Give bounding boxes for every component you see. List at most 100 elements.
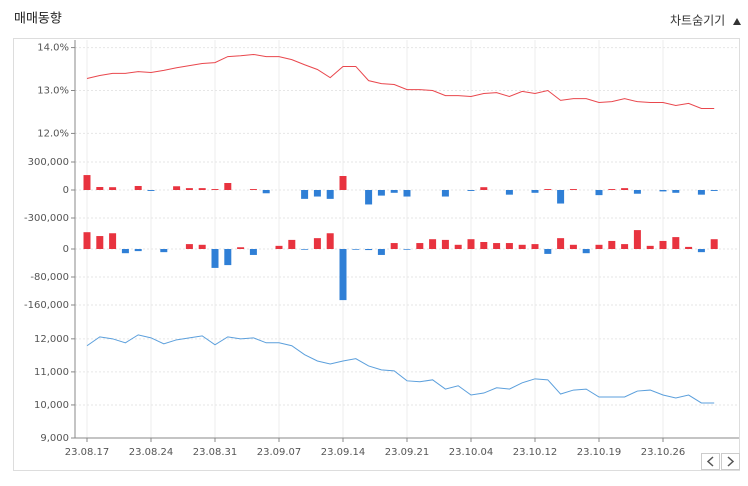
bar	[633, 190, 641, 194]
y-tick-label: -160,000	[24, 300, 69, 311]
bar	[211, 249, 219, 268]
bar	[582, 249, 590, 254]
x-tick-label: 23.10.12	[513, 447, 558, 458]
x-tick-label: 23.09.21	[385, 447, 430, 458]
y-tick-label: 0	[63, 185, 69, 196]
bar	[313, 238, 321, 249]
bar	[659, 190, 667, 192]
x-tick-label: 23.10.04	[449, 447, 494, 458]
bar	[377, 249, 385, 255]
bar	[160, 249, 168, 253]
bar	[288, 239, 296, 249]
y-tick-label: 10,000	[34, 400, 69, 411]
bar	[185, 188, 193, 190]
bar	[557, 190, 565, 204]
bar	[121, 249, 129, 254]
bar	[672, 190, 680, 193]
y-tick-label: 300,000	[28, 157, 69, 168]
y-tick-label: -80,000	[30, 272, 69, 283]
bar	[224, 249, 232, 266]
bar	[467, 239, 475, 249]
bar	[365, 249, 373, 251]
bar	[390, 190, 398, 193]
bar	[633, 230, 641, 249]
bar	[403, 249, 411, 250]
bar	[237, 247, 245, 249]
bar	[96, 187, 104, 190]
bar	[109, 233, 117, 249]
y-tick-label: 14.0%	[37, 43, 69, 54]
bar	[467, 190, 475, 191]
bar	[365, 190, 373, 205]
y-tick-label: 9,000	[40, 433, 69, 444]
title: 매매동향	[14, 12, 62, 27]
bar	[339, 176, 347, 190]
toggle-icon[interactable]	[733, 18, 741, 25]
bar	[352, 249, 360, 250]
bar	[147, 190, 155, 191]
bar	[301, 249, 309, 250]
bar	[441, 239, 449, 249]
bar	[198, 188, 206, 190]
bar	[710, 190, 718, 191]
bar	[198, 244, 206, 249]
bar	[224, 183, 232, 190]
bar	[211, 189, 219, 190]
y-tick-label: -300,000	[24, 213, 69, 224]
bar	[557, 238, 565, 249]
bar	[569, 244, 577, 249]
line	[86, 53, 715, 110]
bar	[544, 249, 552, 254]
x-tick-label: 23.08.17	[65, 447, 110, 458]
x-tick-label: 23.10.26	[641, 447, 686, 458]
bar	[608, 240, 616, 249]
bar	[697, 249, 705, 253]
bar	[646, 245, 654, 249]
bar	[569, 189, 577, 190]
bar	[249, 249, 257, 255]
bar	[339, 249, 347, 301]
bar	[595, 244, 603, 249]
nav-prev[interactable]	[701, 453, 720, 470]
bar	[96, 236, 104, 249]
bar	[83, 232, 91, 249]
bar	[621, 244, 629, 249]
y-tick-label: 13.0%	[37, 86, 69, 97]
bar	[403, 190, 411, 197]
bar	[595, 190, 603, 196]
bar	[275, 245, 283, 249]
bar	[531, 190, 539, 193]
x-tick-label: 23.08.24	[129, 447, 174, 458]
bar	[326, 233, 334, 249]
bar	[480, 187, 488, 190]
bar	[301, 190, 309, 199]
bar	[480, 242, 488, 249]
x-tick-label: 23.09.07	[257, 447, 302, 458]
bar	[659, 240, 667, 249]
bar	[134, 185, 142, 190]
x-tick-label: 23.10.19	[577, 447, 622, 458]
y-tick-label: 0	[63, 244, 69, 255]
toggle-chart[interactable]: 차트숨기기	[670, 14, 725, 28]
bar	[493, 243, 501, 249]
bar	[544, 189, 552, 190]
bar	[173, 186, 181, 190]
bar	[685, 246, 693, 249]
bar	[429, 239, 437, 249]
bar	[109, 187, 117, 190]
bar	[390, 243, 398, 249]
y-tick-label: 12.0%	[37, 128, 69, 139]
nav-next[interactable]	[721, 453, 740, 470]
bar	[505, 243, 513, 249]
bar	[710, 239, 718, 249]
bar	[262, 190, 270, 194]
bar	[621, 188, 629, 190]
x-tick-label: 23.09.14	[321, 447, 366, 458]
bar	[505, 190, 513, 195]
line	[86, 334, 715, 404]
bar	[185, 244, 193, 249]
bar	[313, 190, 321, 197]
bar	[134, 249, 142, 252]
bar	[326, 190, 334, 199]
